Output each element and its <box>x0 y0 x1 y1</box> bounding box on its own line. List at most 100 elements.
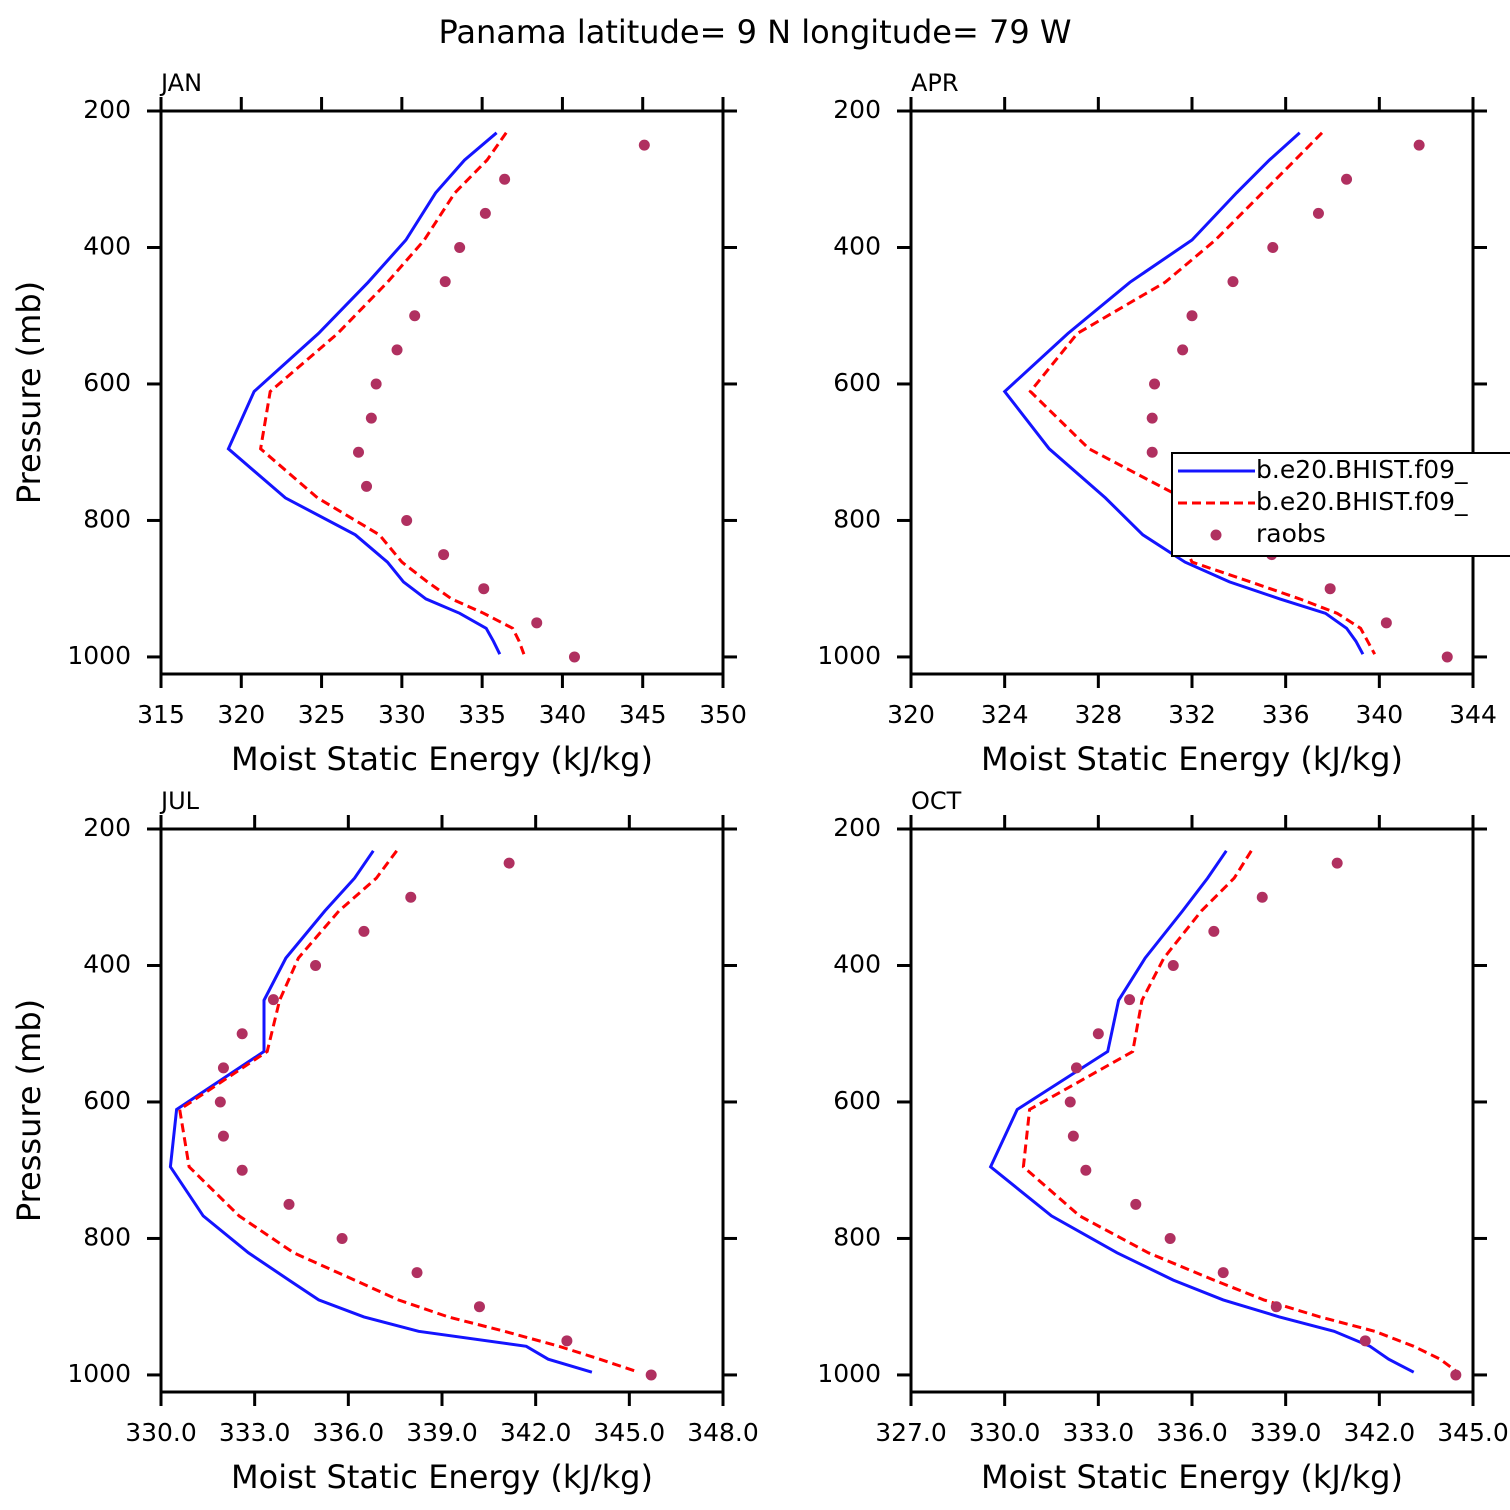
y-tick-label: 200 <box>833 95 881 124</box>
x-tick-label: 342.0 <box>500 1418 572 1447</box>
plot-frame <box>909 827 1475 1394</box>
data-point <box>267 994 279 1006</box>
x-tick-label: 315 <box>137 700 185 729</box>
data-point <box>361 480 373 492</box>
data-point <box>411 1267 423 1279</box>
data-point <box>1324 583 1336 595</box>
data-point <box>1380 617 1392 629</box>
data-point <box>561 1335 573 1347</box>
data-point <box>391 344 403 356</box>
panel-title: JAN <box>159 69 202 97</box>
data-point <box>1270 1301 1282 1313</box>
data-point <box>1064 1096 1076 1108</box>
x-tick-label: 327.0 <box>875 1418 947 1447</box>
data-point <box>1146 412 1158 424</box>
data-point <box>236 1028 248 1040</box>
x-tick-label: 325 <box>298 700 346 729</box>
x-axis-label: Moist Static Energy (kJ/kg) <box>981 1458 1403 1496</box>
data-point <box>401 514 413 526</box>
x-tick-label: 336.0 <box>1156 1418 1228 1447</box>
x-axis-label: Moist Static Energy (kJ/kg) <box>981 740 1403 778</box>
series-line <box>1002 131 1365 655</box>
data-point <box>1217 1267 1229 1279</box>
x-tick-label: 330.0 <box>969 1418 1041 1447</box>
series-line <box>988 849 1415 1374</box>
data-point <box>1312 207 1324 219</box>
x-tick-label: 339.0 <box>1250 1418 1322 1447</box>
panel: JUL 200 400 600 800 1000 330.0 333.0 336.0 339.0 3… <box>10 787 759 1496</box>
data-point <box>1092 1028 1104 1040</box>
data-point <box>1256 891 1268 903</box>
y-tick-label: 800 <box>833 1222 881 1251</box>
x-tick-label: 336.0 <box>313 1418 385 1447</box>
x-tick-label: 350 <box>699 700 747 729</box>
data-point <box>336 1232 348 1244</box>
data-point <box>1080 1164 1092 1176</box>
x-tick-label: 345 <box>619 700 667 729</box>
x-tick-label: 348.0 <box>687 1418 759 1447</box>
legend-label: b.e20.BHIST.f09_ <box>1256 455 1468 484</box>
x-tick-label: 340 <box>539 700 587 729</box>
y-tick-label: 600 <box>833 368 881 397</box>
data-point <box>1267 241 1279 253</box>
data-point <box>214 1096 226 1108</box>
y-tick-label: 400 <box>83 949 131 978</box>
y-tick-label: 1000 <box>817 1359 881 1388</box>
y-tick-label: 600 <box>83 368 131 397</box>
x-tick-label: 333.0 <box>219 1418 291 1447</box>
data-point <box>1149 378 1161 390</box>
legend-label: raobs <box>1256 519 1326 548</box>
data-point <box>1167 959 1179 971</box>
data-point <box>531 617 543 629</box>
data-point <box>1341 173 1353 185</box>
y-tick-label: 1000 <box>817 641 881 670</box>
data-point <box>1124 994 1136 1006</box>
series-line <box>1021 850 1459 1374</box>
data-point <box>479 207 491 219</box>
data-point <box>1227 276 1239 288</box>
x-tick-label: 340 <box>1355 700 1403 729</box>
data-point <box>1070 1062 1082 1074</box>
panel: OCT 200 400 600 800 1000 327.0 330.0 333.0 336.0 3… <box>817 787 1508 1496</box>
data-point <box>438 549 450 561</box>
x-tick-label: 320 <box>217 700 265 729</box>
panel-title: JUL <box>159 787 200 815</box>
series-line <box>168 849 593 1374</box>
y-tick-label: 400 <box>833 949 881 978</box>
data-point <box>217 1130 229 1142</box>
data-point <box>283 1198 295 1210</box>
data-point <box>638 139 650 151</box>
data-point <box>370 378 382 390</box>
y-tick-label: 200 <box>83 95 131 124</box>
panel: JAN 200 400 600 800 1000 315 320 325 330 335 340 345… <box>10 69 747 778</box>
data-point <box>1130 1198 1142 1210</box>
data-point <box>454 241 466 253</box>
y-tick-label: 400 <box>833 231 881 260</box>
y-tick-label: 600 <box>833 1086 881 1115</box>
x-tick-label: 344 <box>1449 700 1497 729</box>
y-tick-label: 800 <box>833 504 881 533</box>
x-tick-label: 330.0 <box>125 1418 197 1447</box>
series-line <box>258 131 526 655</box>
y-tick-label: 600 <box>83 1086 131 1115</box>
plot-frame <box>159 827 725 1394</box>
y-axis-label: Pressure (mb) <box>10 999 48 1222</box>
legend-marker <box>1210 529 1222 541</box>
panel: APR 200 400 600 800 1000 320 324 328 332 336 340 344… <box>817 69 1510 778</box>
data-point <box>1164 1232 1176 1244</box>
data-point <box>645 1369 657 1381</box>
x-tick-label: 339.0 <box>406 1418 478 1447</box>
x-tick-label: 320 <box>887 700 935 729</box>
legend-label: b.e20.BHIST.f09_ <box>1256 487 1468 516</box>
data-point <box>1146 446 1158 458</box>
series-line <box>178 849 640 1374</box>
plot-frame <box>159 109 725 676</box>
data-point <box>499 173 511 185</box>
data-point <box>405 891 417 903</box>
data-point <box>236 1164 248 1176</box>
data-point <box>1067 1130 1079 1142</box>
data-point <box>365 412 377 424</box>
data-point <box>478 583 490 595</box>
x-tick-label: 336 <box>1262 700 1310 729</box>
